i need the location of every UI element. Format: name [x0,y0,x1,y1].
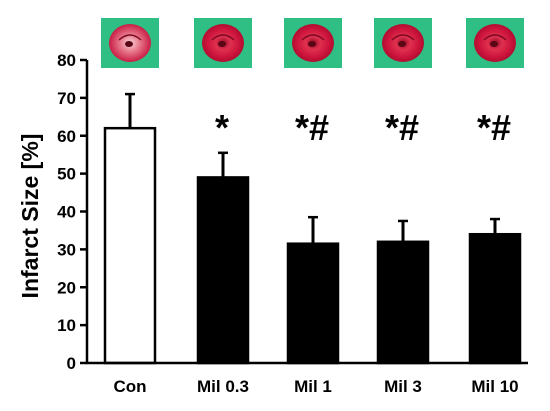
heart-slice-contour [391,34,415,41]
significance-label: * [215,107,229,148]
x-axis: Con Mil 0.3 Mil 1 Mil 3 Mil 10 [86,361,528,396]
y-tick-label: 20 [57,278,76,297]
bar [376,240,430,365]
heart-slice-lumen [398,41,406,47]
heart-slice-contour [118,34,142,41]
heart-slice-thumbnail [466,18,524,68]
heart-slice-thumbnail [284,18,342,68]
x-category-label: Mil 0.3 [197,377,249,396]
x-category-label: Mil 10 [471,377,518,396]
x-category-label: Con [113,377,146,396]
heart-slice-contour [301,34,325,41]
heart-slice-lumen [308,41,316,47]
y-tick-label: 40 [57,203,76,222]
significance-markers: * *# *# *# [215,107,511,148]
y-tick-label: 60 [57,127,76,146]
y-tick-label: 30 [57,240,76,259]
significance-label: *# [477,107,511,148]
y-tick-label: 0 [67,354,76,373]
y-tick-label: 70 [57,89,76,108]
heart-slice-lumen [490,41,498,47]
heart-slice-contour [483,34,507,41]
error-bars [125,92,500,244]
bar [468,232,522,365]
bar [103,126,157,365]
heart-slice-thumbnail [101,18,159,68]
y-axis: 0 10 20 30 40 50 60 70 80 [57,51,89,373]
heart-slice-lumen [218,41,226,47]
x-category-label: Mil 1 [294,377,332,396]
y-tick-label: 10 [57,316,76,335]
heart-slice-thumbnails [101,18,524,68]
bar [286,242,340,365]
x-category-label: Mil 3 [384,377,422,396]
significance-label: *# [295,107,329,148]
heart-slice-thumbnail [374,18,432,68]
significance-label: *# [385,107,419,148]
bars [103,126,522,365]
bar [196,176,250,365]
heart-slice-contour [211,34,235,41]
y-tick-label: 80 [57,51,76,70]
heart-slice-thumbnail [194,18,252,68]
y-axis-title: Infarct Size [%] [17,134,43,299]
heart-slice-lumen [125,41,133,47]
y-tick-label: 50 [57,165,76,184]
